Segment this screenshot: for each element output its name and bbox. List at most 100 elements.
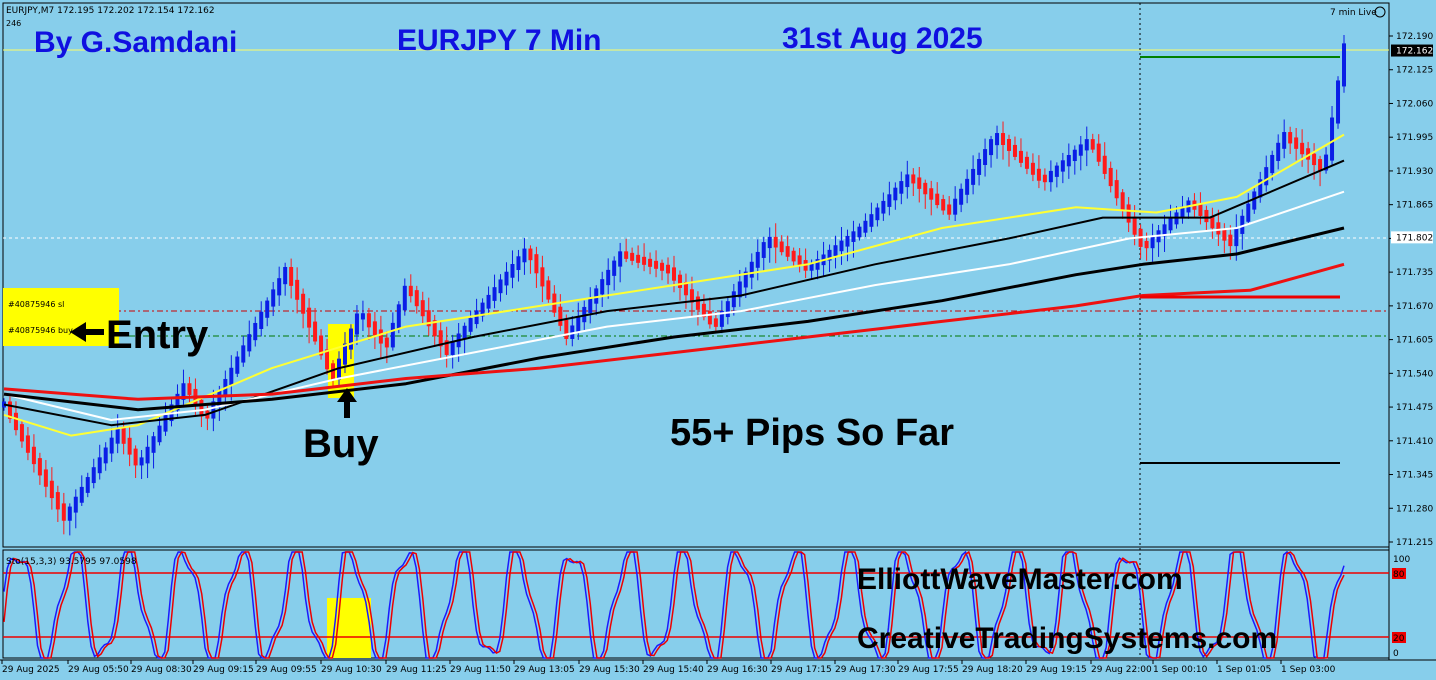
current-price-label: 172.162: [1396, 47, 1433, 57]
osc-tick-0: 0: [1393, 649, 1399, 659]
candle-body: [815, 259, 820, 270]
entry-text: Entry: [106, 313, 209, 357]
candle-body: [1234, 227, 1239, 247]
candle-body: [1198, 203, 1203, 216]
live-status-icon[interactable]: [1374, 6, 1386, 18]
candle-body: [217, 390, 222, 408]
time-tick-label: 29 Aug 2025: [2, 665, 60, 675]
candle-body: [79, 486, 84, 503]
candle-body: [1030, 162, 1035, 175]
ma-line-white: [3, 190, 1345, 421]
candle-body: [1012, 144, 1017, 157]
candle-body: [713, 318, 718, 327]
candle-body: [199, 399, 204, 417]
candle-body: [277, 278, 282, 296]
candle-body: [683, 281, 688, 296]
candle-body: [372, 321, 377, 336]
time-tick-label: 29 Aug 15:30: [579, 665, 640, 675]
candle-body: [337, 358, 341, 380]
candle-body: [7, 401, 12, 419]
candle-body: [432, 320, 437, 337]
candle-body: [965, 178, 970, 195]
candle-body: [1168, 218, 1173, 231]
order-buy-label: #40875946 buy: [8, 326, 73, 335]
candle-body: [420, 300, 425, 317]
candle-body: [91, 467, 96, 484]
candle-body: [959, 188, 964, 205]
candle-body: [689, 289, 694, 303]
candle-body: [1054, 165, 1059, 177]
candle-body: [37, 458, 42, 476]
candle-body: [1264, 167, 1269, 186]
candle-body: [1288, 132, 1293, 144]
live-label: 7 min Live: [1330, 8, 1377, 18]
candle-body: [1114, 180, 1119, 199]
candle-body: [761, 242, 766, 258]
price-tick-label: 171.930: [1396, 167, 1433, 177]
candle-body: [1240, 215, 1245, 234]
candles-group: [2, 34, 1346, 536]
candle-body: [211, 401, 216, 419]
candle-body: [839, 240, 844, 252]
price-tick-label: 171.995: [1396, 133, 1433, 143]
candle-body: [540, 267, 545, 287]
candle-body: [360, 313, 365, 320]
candle-body: [558, 306, 563, 326]
candle-body: [402, 285, 407, 311]
candle-body: [833, 245, 838, 256]
candle-body: [319, 335, 324, 356]
price-tick-label: 171.605: [1396, 336, 1433, 346]
candle-body: [606, 269, 611, 286]
price-tick-label: 171.345: [1396, 471, 1433, 481]
candle-body: [1042, 174, 1047, 183]
candle-body: [163, 415, 168, 432]
candle-body: [731, 291, 736, 308]
candle-body: [289, 266, 294, 286]
candle-body: [1228, 234, 1233, 247]
candle-body: [1216, 222, 1221, 235]
candle-body: [612, 260, 617, 276]
order-sl-label: #40875946 sl: [8, 300, 64, 309]
time-tick-label: 29 Aug 13:05: [514, 665, 575, 675]
candle-body: [624, 251, 629, 259]
candle-body: [1120, 192, 1125, 211]
candle-body: [797, 255, 802, 267]
price-tick-label: 172.125: [1396, 66, 1433, 76]
candle-body: [151, 436, 156, 453]
candle-body: [636, 254, 641, 263]
candle-body: [923, 182, 928, 195]
candle-body: [1126, 204, 1131, 223]
candle-body: [31, 446, 36, 465]
candle-body: [947, 204, 952, 215]
candle-body: [917, 177, 922, 189]
osc-tick-20-bg: [1392, 632, 1406, 643]
candle-body: [1306, 148, 1311, 160]
candle-body: [1204, 209, 1209, 223]
candle-body: [175, 393, 180, 411]
candle-body: [1330, 117, 1335, 161]
time-tick-label: 29 Aug 10:30: [321, 665, 382, 675]
candle-body: [1300, 142, 1305, 155]
candle-body: [390, 322, 395, 348]
candle-body: [444, 340, 449, 355]
candle-body: [486, 294, 491, 309]
hline-price-label: 171.802: [1396, 233, 1433, 243]
candle-body: [707, 311, 712, 325]
candle-body: [43, 469, 48, 487]
candle-body: [953, 198, 958, 215]
entry-arrow-icon: [70, 322, 104, 342]
buy-text: Buy: [303, 422, 379, 466]
stochastic-lines: [3, 550, 1345, 659]
candle-body: [313, 321, 318, 342]
price-tick-label: 171.475: [1396, 403, 1433, 413]
candle-body: [995, 133, 1000, 146]
candle-body: [767, 236, 772, 249]
candle-body: [133, 448, 138, 466]
candle-body: [654, 260, 659, 269]
candle-body: [630, 252, 635, 261]
candle-body: [648, 258, 653, 267]
buy-arrow-icon: [337, 388, 357, 418]
candle-body: [181, 383, 186, 400]
candle-body: [672, 267, 676, 281]
time-tick-label: 1 Sep 03:00: [1281, 665, 1336, 675]
